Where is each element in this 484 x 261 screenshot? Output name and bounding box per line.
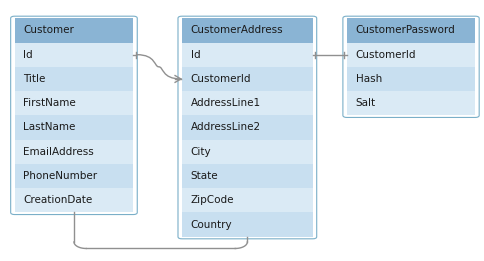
Text: AddressLine2: AddressLine2 [190,122,260,133]
Bar [346,18,474,43]
Bar [182,164,312,188]
Bar [15,115,133,140]
Text: ZipCode: ZipCode [190,195,234,205]
Text: FirstName: FirstName [23,98,76,108]
Bar [15,43,133,67]
Bar [182,115,312,140]
Bar [182,67,312,91]
Bar [15,67,133,91]
Bar [182,43,312,67]
Bar [346,43,474,67]
Text: City: City [190,147,211,157]
Text: Country: Country [190,220,232,230]
Text: Customer: Customer [23,25,74,35]
Bar [15,164,133,188]
Text: CreationDate: CreationDate [23,195,92,205]
Bar [182,212,312,237]
Text: AddressLine1: AddressLine1 [190,98,260,108]
Text: EmailAddress: EmailAddress [23,147,94,157]
Text: CustomerId: CustomerId [355,50,415,60]
Bar [182,188,312,212]
Text: LastName: LastName [23,122,76,133]
Bar [15,18,133,43]
Bar [15,140,133,164]
Bar [182,18,312,43]
Bar [346,91,474,115]
Text: CustomerPassword: CustomerPassword [355,25,454,35]
Bar [346,67,474,91]
Bar [182,140,312,164]
Bar [182,91,312,115]
Bar [15,91,133,115]
Bar [15,188,133,212]
Text: Hash: Hash [355,74,381,84]
Text: CustomerAddress: CustomerAddress [190,25,283,35]
Text: CustomerId: CustomerId [190,74,251,84]
Text: Salt: Salt [355,98,375,108]
Text: Title: Title [23,74,45,84]
Text: Id: Id [190,50,200,60]
Text: Id: Id [23,50,33,60]
Text: PhoneNumber: PhoneNumber [23,171,97,181]
Text: State: State [190,171,218,181]
